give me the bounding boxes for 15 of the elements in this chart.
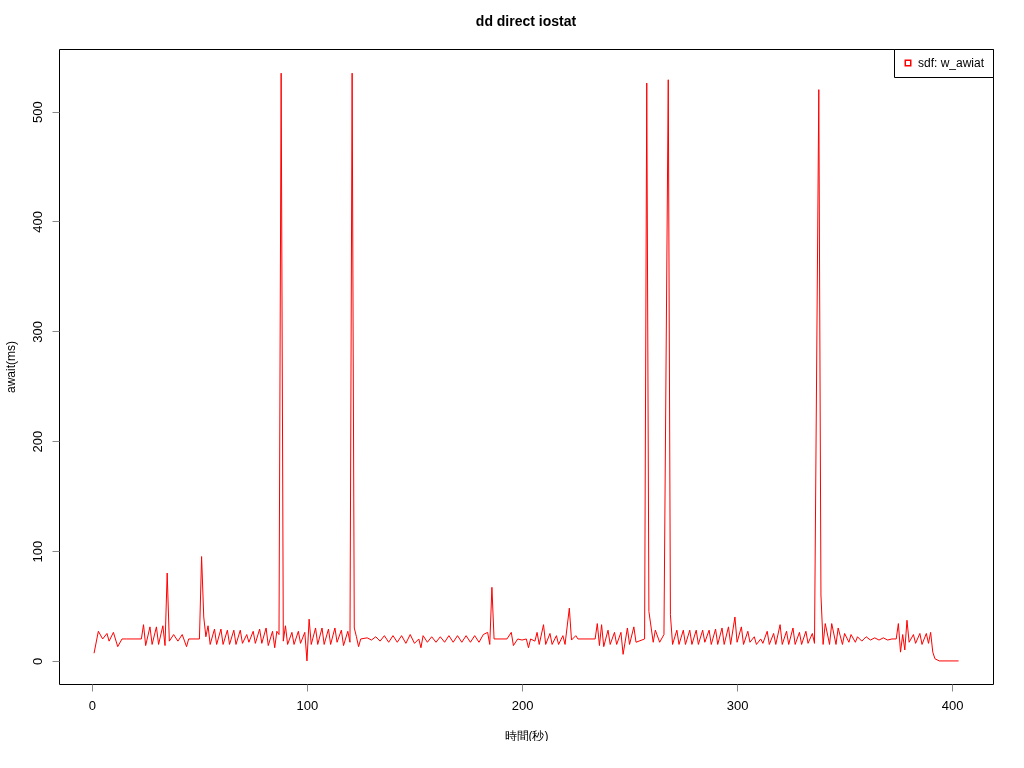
y-tick-label: 500 (29, 101, 45, 123)
chart-title: dd direct iostat (475, 12, 577, 29)
y-tick-label: 0 (29, 657, 45, 666)
x-tick-label: 200 (511, 697, 534, 713)
legend-label: sdf: w_awiat (918, 56, 985, 70)
y-tick-label: 100 (29, 540, 45, 563)
x-tick-label: 100 (296, 697, 319, 713)
y-tick-label: 200 (29, 430, 45, 453)
x-tick-label: 300 (726, 697, 749, 713)
y-tick-label: 300 (29, 320, 45, 343)
x-tick-label: 400 (941, 697, 964, 713)
y-axis-title: await(ms) (3, 340, 18, 394)
x-tick-label: 0 (88, 697, 97, 713)
line-series (93, 72, 960, 662)
y-tick-label: 400 (29, 211, 45, 233)
